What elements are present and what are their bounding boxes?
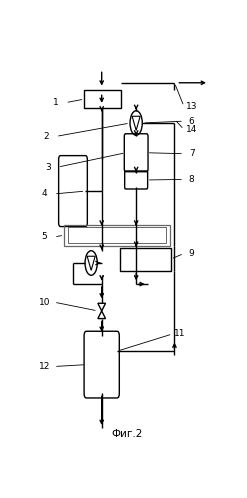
- Bar: [120, 248, 171, 271]
- Text: 2: 2: [43, 132, 49, 141]
- Text: 8: 8: [189, 175, 195, 184]
- Text: 11: 11: [174, 330, 186, 339]
- Text: 10: 10: [39, 298, 50, 307]
- Text: 5: 5: [41, 233, 47, 242]
- Text: 6: 6: [189, 117, 195, 125]
- Text: 12: 12: [39, 362, 50, 371]
- Bar: [64, 225, 170, 246]
- Text: 13: 13: [186, 102, 197, 111]
- Text: 4: 4: [41, 189, 47, 199]
- Bar: [84, 91, 121, 108]
- Text: Фиг.2: Фиг.2: [111, 429, 142, 439]
- Text: 7: 7: [189, 149, 195, 158]
- Text: 14: 14: [186, 125, 197, 134]
- Bar: [68, 227, 166, 244]
- Text: 3: 3: [45, 163, 51, 172]
- Text: 9: 9: [189, 249, 195, 258]
- Text: 1: 1: [53, 98, 59, 107]
